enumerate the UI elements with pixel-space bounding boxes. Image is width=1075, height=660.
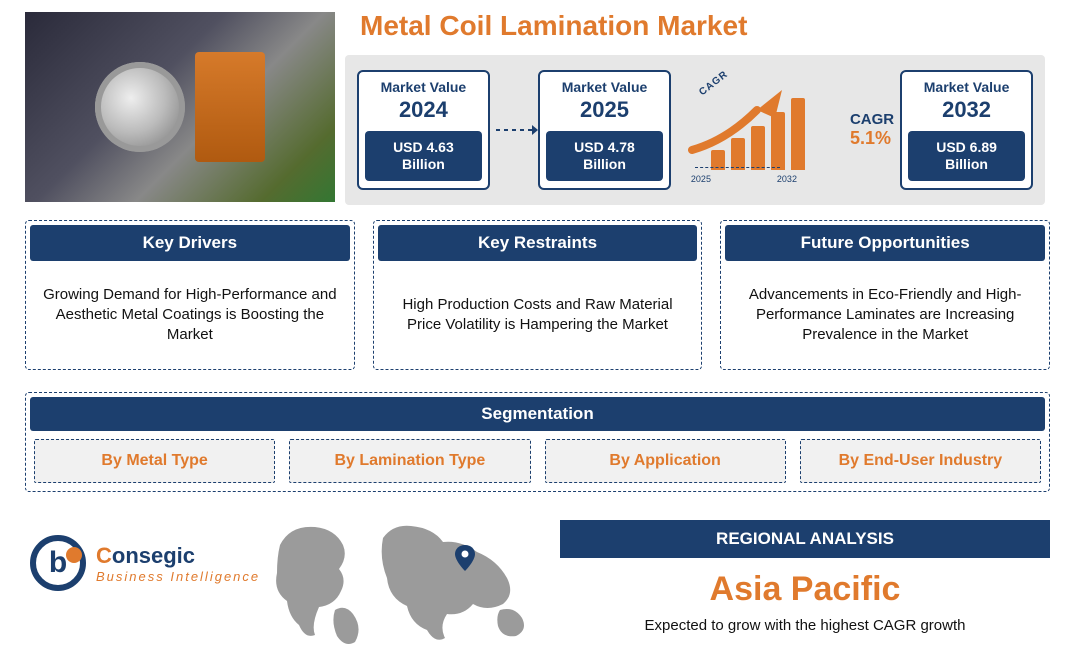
machine-graphic xyxy=(195,52,265,162)
seg-item-metal-type: By Metal Type xyxy=(34,439,275,483)
bar xyxy=(791,98,805,170)
regional-region: Asia Pacific xyxy=(560,570,1050,609)
panel-body: High Production Costs and Raw Material P… xyxy=(374,261,702,369)
world-map-icon xyxy=(265,510,545,650)
cagr-label: CAGR 5.1% xyxy=(850,111,894,149)
regional-analysis: REGIONAL ANALYSIS Asia Pacific Expected … xyxy=(560,520,1050,634)
coil-graphic xyxy=(95,62,185,152)
mv-label: Market Value xyxy=(562,79,648,95)
mv-label: Market Value xyxy=(924,79,1010,95)
regional-sub: Expected to grow with the highest CAGR g… xyxy=(560,617,1050,634)
market-value-card-2024: Market Value 2024 USD 4.63 Billion xyxy=(357,70,490,190)
mv-value: USD 4.63 Billion xyxy=(365,131,482,181)
page-title: Metal Coil Lamination Market xyxy=(360,10,747,42)
panel-future-opportunities: Future Opportunities Advancements in Eco… xyxy=(720,220,1050,370)
mv-label: Market Value xyxy=(381,79,467,95)
axis-end: 2032 xyxy=(777,174,797,184)
map-pin-icon xyxy=(455,545,475,565)
bar xyxy=(751,126,765,170)
cagr-bars xyxy=(711,90,805,170)
panel-body: Advancements in Eco-Friendly and High-Pe… xyxy=(721,261,1049,369)
segmentation-header: Segmentation xyxy=(30,397,1045,431)
logo-letter: b xyxy=(49,546,67,580)
logo-line2: Business Intelligence xyxy=(96,569,260,584)
logo-text: Consegic Business Intelligence xyxy=(96,543,260,584)
panel-header: Key Restraints xyxy=(378,225,698,261)
logo-mark-icon: b xyxy=(30,535,86,591)
info-panels: Key Drivers Growing Demand for High-Perf… xyxy=(25,220,1050,370)
bar xyxy=(771,112,785,170)
market-value-strip: Market Value 2024 USD 4.63 Billion Marke… xyxy=(345,55,1045,205)
panel-header: Key Drivers xyxy=(30,225,350,261)
hero-image xyxy=(25,12,335,202)
connector-arrow xyxy=(496,129,532,131)
mv-year: 2025 xyxy=(580,97,629,123)
panel-body: Growing Demand for High-Performance and … xyxy=(26,261,354,369)
axis-start: 2025 xyxy=(691,174,711,184)
brand-logo: b Consegic Business Intelligence xyxy=(30,535,260,591)
market-value-card-2032: Market Value 2032 USD 6.89 Billion xyxy=(900,70,1033,190)
seg-item-application: By Application xyxy=(545,439,786,483)
segmentation-section: Segmentation By Metal Type By Lamination… xyxy=(25,392,1050,492)
bar xyxy=(731,138,745,170)
mv-value: USD 4.78 Billion xyxy=(546,131,663,181)
panel-header: Future Opportunities xyxy=(725,225,1045,261)
logo-line1-rest: onsegic xyxy=(112,543,195,568)
segmentation-row: By Metal Type By Lamination Type By Appl… xyxy=(30,439,1045,483)
panel-key-drivers: Key Drivers Growing Demand for High-Perf… xyxy=(25,220,355,370)
market-value-card-2025: Market Value 2025 USD 4.78 Billion xyxy=(538,70,671,190)
logo-line1-c: C xyxy=(96,543,112,568)
panel-key-restraints: Key Restraints High Production Costs and… xyxy=(373,220,703,370)
mv-value: USD 6.89 Billion xyxy=(908,131,1025,181)
regional-header: REGIONAL ANALYSIS xyxy=(560,520,1050,558)
axis xyxy=(695,167,780,168)
cagr-label-text: CAGR xyxy=(850,111,894,128)
cagr-chart: CAGR 2025 2032 xyxy=(677,70,840,190)
seg-item-end-user: By End-User Industry xyxy=(800,439,1041,483)
seg-item-lamination-type: By Lamination Type xyxy=(289,439,530,483)
mv-year: 2024 xyxy=(399,97,448,123)
cagr-value: 5.1% xyxy=(850,128,894,149)
mv-year: 2032 xyxy=(942,97,991,123)
